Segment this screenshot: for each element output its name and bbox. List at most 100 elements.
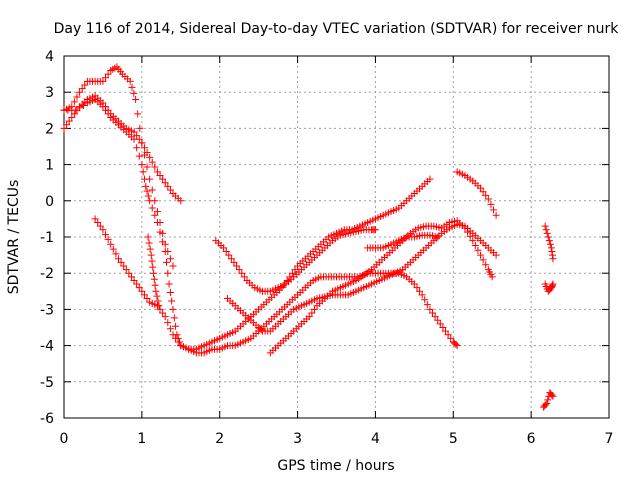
data-point [548, 251, 556, 259]
x-tick-label: 1 [137, 431, 146, 447]
series-arc-e [144, 233, 163, 310]
data-point [413, 284, 421, 292]
data-point [222, 247, 230, 255]
data-point [544, 233, 552, 241]
data-point [60, 124, 68, 132]
data-point [125, 269, 133, 277]
data-point [94, 219, 102, 227]
series-arc-k [541, 222, 557, 263]
data-point [418, 291, 426, 299]
series-arc-l [541, 280, 557, 295]
data-point [130, 135, 138, 143]
data-point [230, 258, 238, 266]
data-point [447, 334, 455, 342]
y-tick-label: 2 [45, 121, 54, 137]
data-point [291, 266, 299, 274]
data-point [63, 121, 71, 129]
data-point [72, 106, 80, 114]
data-point [257, 326, 265, 334]
data-point [104, 70, 112, 78]
data-point [146, 153, 154, 161]
data-point [102, 231, 110, 239]
data-point [166, 186, 174, 194]
data-point [482, 261, 490, 269]
data-point [153, 292, 161, 300]
data-point [70, 110, 78, 118]
y-tick-label: -2 [40, 266, 54, 282]
data-point [416, 287, 424, 295]
series-arc-b [60, 63, 177, 270]
data-point [140, 144, 148, 152]
series-arc-f [212, 226, 379, 295]
data-point [140, 175, 148, 183]
data-point [132, 95, 140, 103]
data-point [115, 255, 122, 263]
data-point [150, 275, 158, 283]
data-point [136, 124, 144, 132]
data-point [174, 338, 182, 346]
data-point [549, 392, 557, 400]
data-point [220, 244, 228, 252]
y-tick-label: -4 [40, 339, 54, 355]
data-point [161, 179, 169, 187]
data-point [161, 313, 169, 321]
data-point [156, 228, 164, 236]
data-point [152, 287, 160, 295]
data-point [149, 263, 157, 271]
data-point [288, 269, 296, 277]
data-point [166, 255, 174, 263]
x-tick-label: 6 [527, 431, 536, 447]
data-point [543, 229, 551, 237]
data-point [143, 187, 151, 195]
data-point [135, 284, 143, 292]
data-point [235, 266, 243, 274]
data-point [155, 302, 163, 310]
data-point [156, 305, 164, 313]
axis-ticks: 0 1 2 3 4 5 6 7 -6 -5 -4 -3 -2 -1 0 1 2 3 4 [40, 49, 613, 447]
data-point [148, 186, 156, 194]
data-point [169, 262, 177, 270]
data-point [164, 269, 172, 277]
y-tick-label: -6 [40, 411, 54, 427]
data-point [109, 245, 117, 253]
y-tick-label: 0 [45, 194, 54, 210]
series-arc-m [540, 389, 557, 411]
data-point [164, 319, 172, 327]
x-axis-label: GPS time / hours [277, 458, 394, 474]
data-point [163, 258, 171, 266]
data-point [168, 297, 176, 305]
data-point [490, 206, 498, 214]
data-point [238, 269, 246, 277]
data-point [227, 255, 235, 263]
data-point [444, 331, 452, 339]
data-point [477, 184, 485, 192]
data-point [156, 171, 164, 179]
data-point [546, 240, 554, 248]
data-point [548, 391, 556, 399]
data-point [146, 197, 154, 205]
data-point [120, 262, 128, 270]
data-point [135, 152, 143, 160]
data-point [145, 239, 153, 247]
data-point [128, 83, 136, 91]
data-point [548, 247, 556, 255]
y-tick-label: -3 [40, 302, 54, 318]
data-point [76, 88, 84, 96]
series-arc-g [224, 220, 500, 335]
data-point [148, 158, 156, 166]
data-point [130, 276, 138, 284]
data-point [159, 309, 167, 317]
data-point [466, 232, 474, 240]
data-point [421, 296, 429, 304]
data-point [122, 266, 130, 274]
data-point [479, 188, 487, 196]
data-point [464, 228, 472, 236]
y-tick-label: 3 [45, 85, 54, 101]
data-point [104, 235, 112, 243]
data-point [130, 89, 138, 97]
data-point [148, 204, 156, 212]
data-point [73, 93, 81, 101]
data-point [461, 224, 469, 232]
data-point [138, 161, 146, 169]
